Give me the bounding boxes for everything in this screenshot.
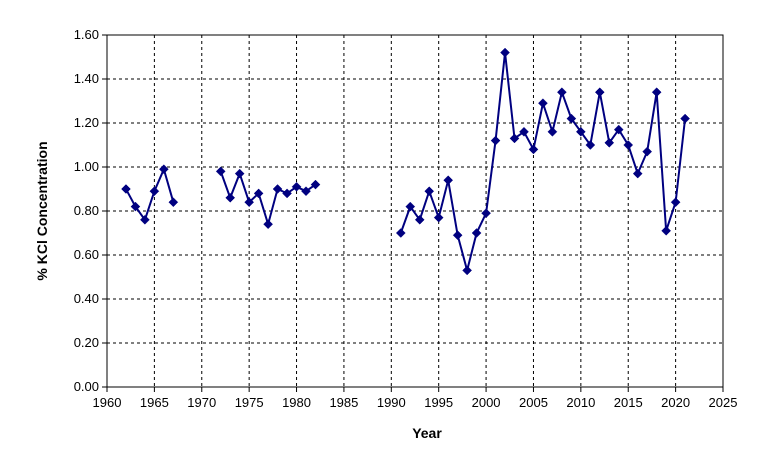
y-tick-label: 0.80 — [74, 203, 99, 218]
data-point — [159, 164, 169, 175]
data-point — [538, 98, 548, 109]
data-point — [282, 188, 292, 199]
x-tick-labels: 1960 1965 1970 1975 1980 1985 1990 1995 2000 2005… — [93, 395, 738, 410]
x-axis-title: Year — [412, 425, 442, 441]
series-kcl — [121, 47, 690, 276]
x-tick-label: 2020 — [661, 395, 690, 410]
data-point — [149, 186, 160, 197]
data-point — [168, 197, 179, 208]
x-tick-label: 1965 — [140, 395, 169, 410]
data-point — [604, 137, 615, 148]
y-tick-label: 0.00 — [74, 379, 99, 394]
x-tick-label: 2005 — [519, 395, 548, 410]
x-tick-label: 1985 — [329, 395, 358, 410]
data-point — [651, 87, 662, 98]
y-tick-labels: 0.00 0.20 0.40 0.60 0.80 1.00 1.20 1.40 1.60 — [74, 27, 99, 394]
data-point — [310, 179, 321, 190]
data-point — [263, 219, 273, 230]
data-point — [433, 212, 444, 223]
data-point — [632, 168, 643, 179]
x-tick-label: 2000 — [472, 395, 501, 410]
x-tick-label: 1990 — [377, 395, 406, 410]
series-line — [125, 166, 175, 222]
y-tick-label: 1.40 — [74, 71, 99, 86]
y-axis-title: % KCl Concentration — [34, 141, 50, 280]
data-point — [234, 168, 245, 179]
data-point — [452, 230, 463, 241]
y-tick-label: 1.20 — [74, 115, 99, 130]
data-point — [575, 126, 586, 137]
x-tick-label: 1980 — [282, 395, 311, 410]
x-tick-label: 1970 — [187, 395, 216, 410]
data-point — [225, 192, 236, 203]
data-point — [471, 228, 482, 238]
data-point — [244, 197, 255, 208]
data-point — [509, 133, 520, 144]
data-point — [566, 113, 577, 124]
data-point — [528, 144, 539, 155]
data-point — [642, 146, 653, 157]
axis-ticks — [102, 34, 724, 392]
data-point — [481, 208, 491, 219]
x-tick-label: 2025 — [709, 395, 738, 410]
data-point — [443, 175, 454, 186]
x-tick-label: 1995 — [424, 395, 453, 410]
data-point — [130, 201, 141, 212]
y-tick-label: 0.40 — [74, 291, 99, 306]
data-point — [272, 184, 283, 194]
data-point — [301, 186, 311, 197]
data-point — [405, 201, 416, 212]
data-point — [613, 124, 624, 135]
data-point — [623, 140, 634, 150]
x-tick-label: 2015 — [614, 395, 643, 410]
x-tick-label: 1975 — [235, 395, 264, 410]
data-point — [519, 126, 529, 137]
data-point — [291, 181, 302, 192]
x-tick-label: 1960 — [93, 395, 122, 410]
data-point — [500, 47, 510, 58]
data-point — [395, 228, 406, 238]
data-point — [215, 166, 226, 177]
data-point — [424, 186, 435, 197]
data-point — [462, 265, 472, 276]
data-point — [670, 197, 681, 208]
data-point — [414, 214, 425, 225]
data-point — [490, 135, 501, 146]
data-point — [680, 113, 690, 124]
y-tick-label: 1.60 — [74, 27, 99, 42]
y-tick-label: 0.20 — [74, 335, 99, 350]
data-point — [140, 214, 150, 225]
x-tick-label: 2010 — [566, 395, 595, 410]
data-point — [585, 140, 596, 150]
data-point — [661, 225, 671, 236]
data-point — [253, 188, 264, 199]
data-point — [557, 87, 567, 98]
grid — [107, 35, 723, 387]
data-point — [121, 184, 131, 194]
y-tick-label: 0.60 — [74, 247, 99, 262]
data-point — [594, 87, 605, 98]
series-line — [399, 52, 687, 275]
y-tick-label: 1.00 — [74, 159, 99, 174]
data-point — [547, 126, 558, 137]
